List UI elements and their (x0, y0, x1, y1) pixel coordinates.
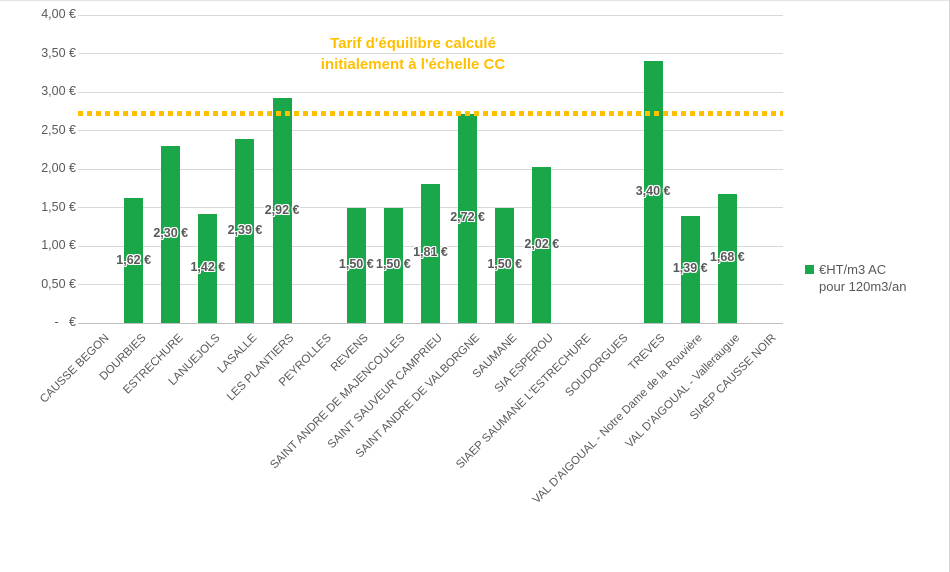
bar-5 (272, 98, 292, 323)
y-axis-tick: 2,00 € (41, 161, 76, 175)
bar-15 (643, 61, 663, 323)
x-axis-label: VAL D'AIGOUAL - Notre Dame de la Rouvièr… (530, 332, 705, 507)
legend-entry: €HT/m3 AC (805, 261, 906, 278)
gridline (78, 53, 783, 54)
bar-16 (680, 215, 700, 323)
bar-value-label: 1,62 € (116, 252, 152, 267)
bar-4 (235, 138, 255, 323)
y-axis-tick: 2,50 € (41, 122, 76, 137)
bar-value-label: 1,81 € (413, 245, 448, 260)
bar-value-label: 1,50 € (376, 257, 411, 272)
annotation-line-1: Tarif d'équilibre calculé (330, 35, 496, 52)
bar-value-label: 2,02 € (524, 237, 560, 252)
bar-7 (346, 207, 366, 323)
legend-label-line-2: pour 120m3/an (819, 279, 907, 294)
bar-value-label: 1,68 € (709, 250, 745, 265)
y-axis-tick: 3,50 € (41, 45, 76, 60)
legend-color-swatch (805, 265, 814, 274)
y-axis-tick: 1,50 € (41, 199, 76, 214)
x-axis-label: LES PLANTIERS (225, 332, 297, 404)
equilibrium-dotted-line (78, 111, 783, 117)
bar-value-label: 2,30 € (153, 226, 189, 241)
gridline (78, 322, 783, 324)
bar-value-label: 2,39 € (227, 222, 263, 237)
bar-value-label: 2,72 € (450, 210, 485, 225)
x-axis-label: SIAEP SAUMANE L'ESTRECHURE (454, 332, 594, 472)
legend-label-line-1: €HT/m3 AC (819, 262, 887, 277)
bar-value-label: 1,39 € (672, 261, 708, 276)
bar-3 (198, 213, 218, 323)
y-axis-tick: 1,00 € (41, 238, 76, 252)
gridline (78, 168, 783, 170)
x-axis-label: SAINT ANDRE DE MAJENCOULES (268, 332, 408, 472)
bar-value-label: 1,50 € (487, 257, 523, 272)
bar-value-label: 1,50 € (338, 257, 374, 272)
gridline (78, 14, 783, 16)
gridline (78, 91, 783, 93)
bar-12 (532, 167, 552, 323)
bar-17 (717, 193, 737, 323)
bar-1 (124, 198, 144, 323)
gridline (78, 130, 783, 131)
bar-2 (161, 145, 181, 323)
bar-value-label: 2,92 € (264, 202, 300, 217)
y-axis-tick: 0,50 € (41, 276, 76, 291)
bar-10 (458, 113, 478, 323)
legend: €HT/m3 AC pour 120m3/an (805, 261, 906, 295)
annotation-line-2: initialement à l'échelle CC (320, 56, 506, 73)
y-axis-tick: - € (54, 315, 76, 329)
bar-value-label: 1,42 € (190, 260, 226, 275)
x-axis-label: CAUSSE BEGON (37, 332, 112, 406)
bar-8 (383, 207, 403, 323)
y-axis-tick: 3,00 € (41, 84, 76, 98)
bar-value-label: 3,40 € (635, 184, 671, 199)
y-axis-tick: 4,00 € (41, 7, 76, 21)
bar-11 (495, 207, 515, 323)
bar-9 (421, 183, 440, 323)
annotation-title: Tarif d'équilibre calculé initialement à… (263, 33, 563, 75)
